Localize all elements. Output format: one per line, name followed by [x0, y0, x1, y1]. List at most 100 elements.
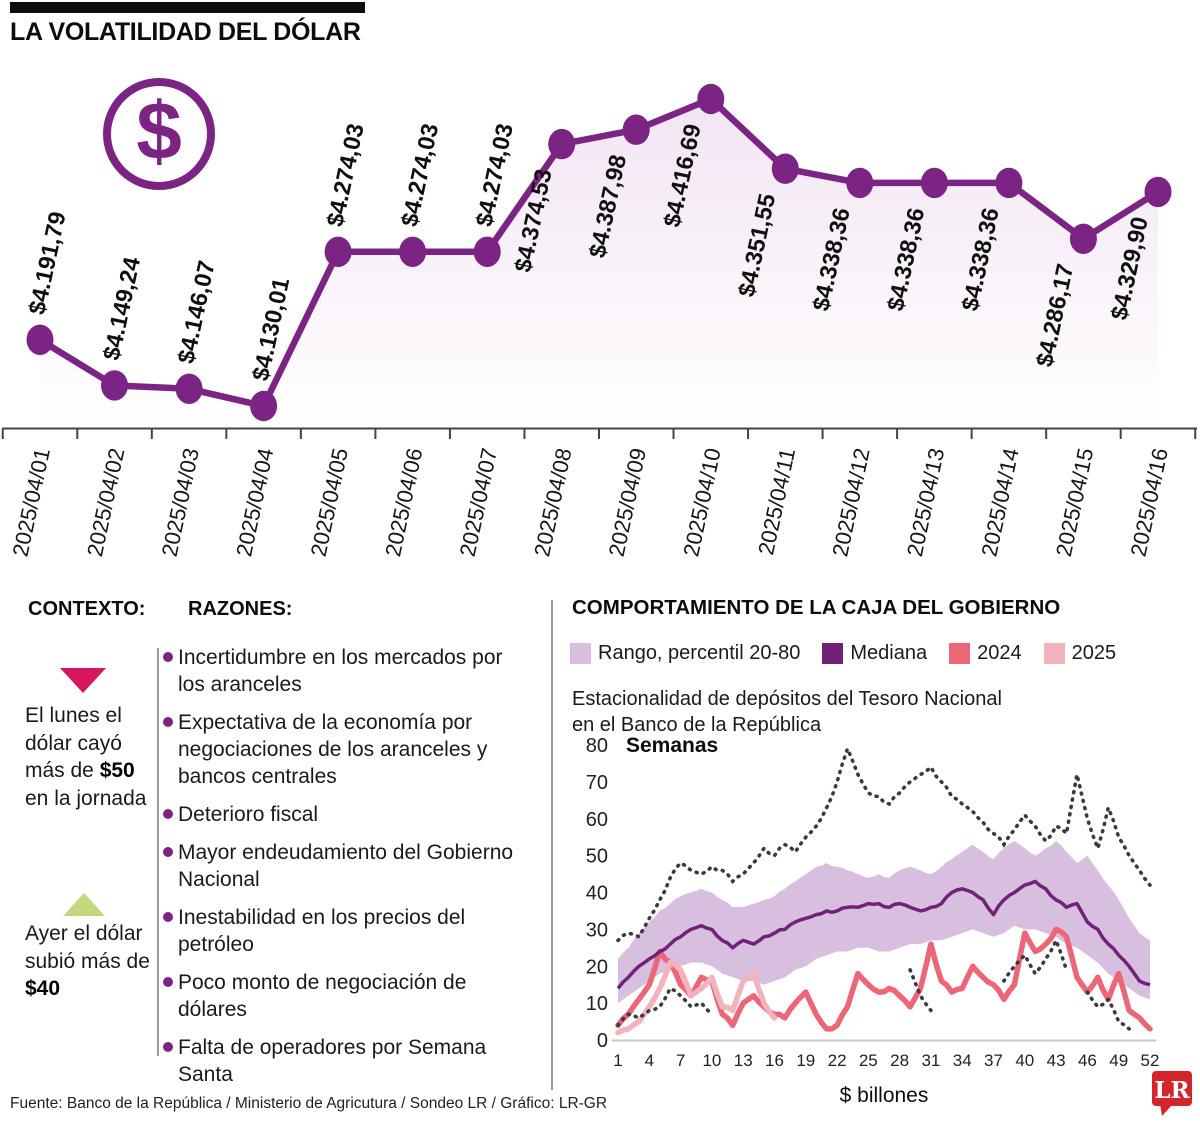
contexto-heading: CONTEXTO:: [28, 598, 146, 620]
svg-text:0: 0: [597, 1030, 608, 1052]
razon-text: Deterioro fiscal: [178, 803, 319, 826]
chart1-date-labels: 2025/04/01 2025/04/02 2025/04/03 2025/04/04…: [8, 446, 1173, 559]
razon-text: Poco monto de negociación de dólares: [178, 971, 467, 1021]
razon-item: Deterioro fiscal: [163, 801, 535, 828]
caja-dotted-lower: [616, 935, 1131, 1031]
legend-label: Mediana: [850, 642, 928, 664]
caja-band-percentile: [618, 840, 1150, 1004]
svg-text:2025/04/12: 2025/04/12: [827, 446, 874, 559]
svg-text:$4.274,03: $4.274,03: [396, 121, 443, 229]
lr-logo-tail: [1160, 1104, 1173, 1116]
svg-text:28: 28: [890, 1051, 909, 1070]
svg-text:30: 30: [586, 919, 608, 941]
svg-text:25: 25: [859, 1051, 878, 1070]
legend-label: 2024: [977, 642, 1022, 664]
svg-text:34: 34: [953, 1051, 972, 1070]
svg-text:40: 40: [1015, 1051, 1034, 1070]
dollar-line-chart: $4.191,79 $4.149,24 $4.146,07 $4.130,01$4.2…: [1, 83, 1197, 559]
svg-text:60: 60: [586, 809, 608, 831]
legend-swatch: [822, 643, 844, 664]
contexto-bold-amount: $40: [25, 977, 61, 1000]
svg-text:20: 20: [586, 956, 608, 978]
svg-text:2025/04/08: 2025/04/08: [529, 446, 576, 559]
lr-logo-text: LR: [1154, 1077, 1190, 1104]
chart1-markers: [26, 83, 1172, 422]
svg-text:2025/04/02: 2025/04/02: [82, 446, 129, 559]
razones-list: Incertidumbre en los mercados por los ar…: [163, 644, 535, 1099]
page-title: LA VOLATILIDAD DEL DÓLAR: [10, 18, 361, 46]
svg-text:22: 22: [828, 1051, 847, 1070]
svg-text:52: 52: [1141, 1051, 1160, 1070]
contexto-bold-amount: $50: [99, 759, 135, 782]
svg-text:2025/04/15: 2025/04/15: [1051, 446, 1098, 559]
razones-heading: RAZONES:: [188, 598, 293, 620]
svg-text:19: 19: [796, 1051, 815, 1070]
contexto-item-up: Ayer el dólar subió más de $40: [25, 920, 163, 1003]
svg-text:40: 40: [586, 883, 608, 905]
svg-text:$4.191,79: $4.191,79: [23, 209, 70, 317]
svg-text:37: 37: [984, 1051, 1003, 1070]
svg-text:2025/04/13: 2025/04/13: [902, 446, 949, 559]
razon-text: Incertidumbre en los mercados por los ar…: [178, 646, 503, 696]
svg-text:50: 50: [586, 846, 608, 868]
razon-item: Falta de operadores por Semana Santa: [163, 1034, 535, 1088]
razon-item: Inestabilidad en los precios del petróle…: [163, 904, 535, 958]
svg-text:70: 70: [586, 772, 608, 794]
chart1-area: [40, 99, 1158, 427]
triangle-down-icon: [60, 668, 106, 693]
title-underline-bar: [10, 2, 365, 13]
caja-x-ticks: 1 4 7 10 13 16 19 22 25 28 31 34 37 40 43 46 49 52: [613, 1051, 1159, 1070]
divider-razones-caja: [551, 600, 553, 1090]
svg-text:2025/04/10: 2025/04/10: [678, 446, 725, 559]
legend-item: Rango, percentil 20-80: [570, 642, 800, 665]
svg-text:4: 4: [645, 1051, 654, 1070]
svg-text:2025/04/04: 2025/04/04: [231, 446, 278, 559]
razon-item: Incertidumbre en los mercados por los ar…: [163, 644, 535, 698]
svg-text:2025/04/07: 2025/04/07: [455, 446, 502, 559]
svg-text:2025/04/06: 2025/04/06: [380, 446, 427, 559]
caja-subtitle-line1: Estacionalidad de depósitos del Tesoro N…: [572, 688, 1002, 710]
svg-text:$4.149,24: $4.149,24: [98, 255, 145, 363]
svg-text:7: 7: [676, 1051, 685, 1070]
bullet-icon: [163, 912, 173, 922]
svg-text:43: 43: [1047, 1051, 1066, 1070]
svg-text:10: 10: [586, 993, 608, 1015]
lr-logo-box: [1152, 1071, 1192, 1106]
svg-text:2025/04/11: 2025/04/11: [753, 446, 800, 557]
svg-text:16: 16: [765, 1051, 784, 1070]
svg-text:$4.146,07: $4.146,07: [173, 258, 220, 366]
razon-text: Mayor endeudamiento del Gobierno Naciona…: [178, 841, 514, 891]
bullet-icon: [163, 652, 173, 662]
legend-label: Rango, percentil 20-80: [598, 642, 801, 664]
svg-text:13: 13: [734, 1051, 753, 1070]
triangle-up-icon: [63, 893, 105, 916]
svg-text:1: 1: [613, 1051, 622, 1070]
caja-y-ticks: 0 10 20 30 40 50 60 70 80: [586, 735, 608, 1052]
legend-swatch: [1043, 643, 1065, 664]
caja-subtitle: Estacionalidad de depósitos del Tesoro N…: [572, 686, 1002, 738]
caja-subtitle-line2: en el Banco de la República: [572, 714, 822, 736]
caja-ylabel: Semanas: [626, 734, 718, 757]
svg-text:10: 10: [702, 1051, 721, 1070]
razon-text: Expectativa de la economía por negociaci…: [178, 711, 488, 788]
svg-text:2025/04/14: 2025/04/14: [976, 446, 1023, 559]
bullet-icon: [163, 1042, 173, 1052]
svg-text:49: 49: [1109, 1051, 1128, 1070]
divider-contexto-razones: [157, 648, 159, 1056]
caja-legend: Rango, percentil 20-80 Mediana 2024 2025: [570, 642, 1138, 665]
legend-swatch: [570, 643, 591, 664]
bullet-icon: [163, 717, 173, 727]
bullet-icon: [163, 977, 173, 987]
source-credit: Fuente: Banco de la República / Minister…: [10, 1095, 608, 1112]
razon-text: Inestabilidad en los precios del petróle…: [178, 906, 466, 956]
legend-item: 2024: [949, 642, 1022, 665]
svg-text:2025/04/16: 2025/04/16: [1126, 446, 1173, 559]
svg-text:$4.274,03: $4.274,03: [322, 121, 369, 229]
razon-text: Falta de operadores por Semana Santa: [178, 1036, 487, 1086]
bullet-icon: [163, 847, 173, 857]
caja-xlabel: $ billones: [840, 1084, 929, 1107]
caja-line-mediana: [616, 879, 1151, 990]
svg-text:31: 31: [921, 1051, 940, 1070]
bullet-icon: [163, 809, 173, 819]
